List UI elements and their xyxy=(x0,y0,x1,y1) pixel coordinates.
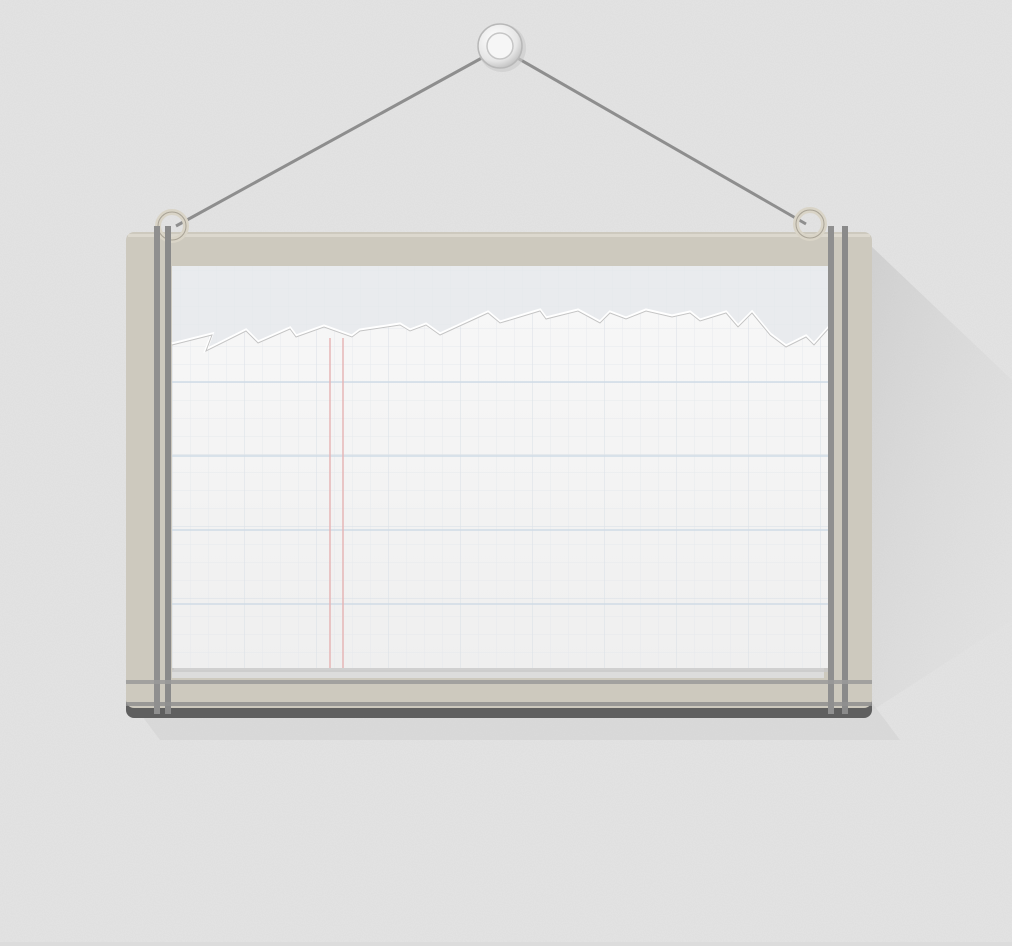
elastic-band-left xyxy=(154,226,171,714)
push-pin xyxy=(477,23,526,72)
hanging-ring-right xyxy=(793,207,827,241)
grid-paper xyxy=(171,308,832,668)
elastic-band-right xyxy=(828,226,848,714)
margin-lines xyxy=(329,338,344,668)
hanging-string xyxy=(175,46,807,228)
elastic-band-bottom xyxy=(126,680,872,706)
